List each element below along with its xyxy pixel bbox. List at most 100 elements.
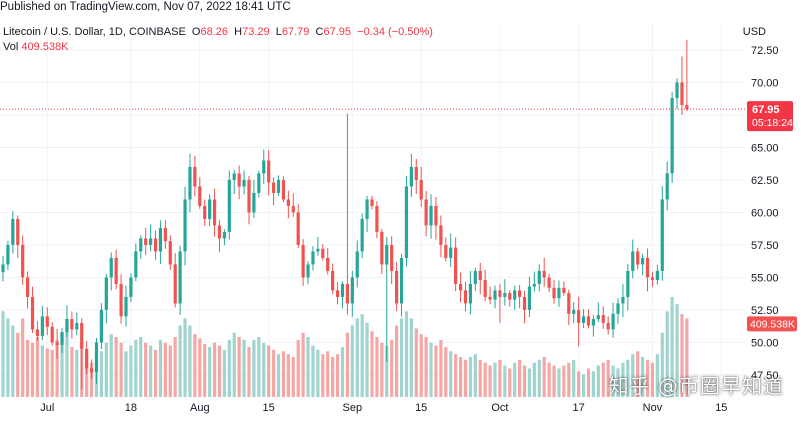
volume-bar — [473, 354, 477, 397]
candle-body — [473, 270, 477, 284]
candle-body — [532, 283, 536, 287]
candle — [596, 302, 600, 322]
volume-label[interactable]: Vol — [3, 41, 19, 53]
candle — [380, 228, 384, 275]
candle-body — [636, 251, 640, 265]
candle — [395, 262, 399, 311]
volume-bar — [45, 348, 49, 397]
candle — [144, 227, 148, 256]
volume-bar — [1, 311, 5, 397]
volume-bar — [286, 354, 290, 397]
volume-bar — [345, 332, 349, 397]
candle — [355, 240, 359, 288]
volume-bar — [508, 368, 512, 397]
candle — [488, 286, 492, 305]
candle-body — [6, 244, 10, 265]
candle — [134, 243, 138, 282]
grid — [0, 24, 746, 397]
candle — [527, 276, 532, 318]
volume-bar — [188, 325, 192, 397]
time-tick-label: Sep — [343, 402, 363, 414]
price-axis[interactable]: 47.50 50.00 52.50 55.00 57.50 60.00 62.50 65.00… — [747, 45, 797, 382]
volume-bar — [272, 349, 276, 397]
candle — [80, 318, 84, 390]
price-tick-label: 62.50 — [751, 175, 779, 187]
candle-body — [153, 238, 158, 252]
candle-body — [149, 238, 153, 245]
candle — [70, 311, 74, 339]
candle — [665, 161, 669, 211]
candle-body — [45, 316, 49, 327]
candle-body — [350, 277, 354, 304]
candle — [468, 271, 472, 315]
candle-body — [581, 316, 586, 323]
volume-bar — [227, 339, 231, 397]
candle — [424, 191, 428, 237]
candle-body — [488, 296, 492, 300]
volume-bar — [193, 334, 197, 397]
price-tick-label: 70.00 — [751, 77, 779, 89]
volume-bar — [586, 368, 591, 397]
candle — [404, 176, 409, 267]
candle-body — [40, 316, 44, 336]
candle — [60, 328, 64, 353]
volume-bar — [537, 359, 541, 397]
time-tick-label: Jul — [40, 402, 54, 414]
time-tick-label: Oct — [491, 402, 508, 414]
candle-body — [498, 290, 502, 297]
candle — [581, 309, 586, 329]
candle-body — [296, 212, 300, 245]
candle-body — [114, 257, 118, 284]
candle — [306, 261, 310, 285]
candle — [660, 186, 664, 281]
volume-bar — [267, 345, 271, 397]
volume-bar — [99, 351, 103, 397]
symbol-name[interactable]: Litecoin / U.S. Dollar, 1D, COINBASE — [3, 26, 186, 38]
currency-label[interactable]: USD — [742, 26, 766, 38]
candle-body — [247, 179, 251, 213]
candle — [193, 155, 197, 197]
last-price-badge-bg — [747, 101, 793, 132]
candle — [94, 338, 99, 384]
candle — [439, 215, 443, 258]
volume-bar — [212, 342, 217, 397]
candle-body — [75, 322, 79, 330]
candle — [685, 39, 689, 112]
candle — [168, 235, 172, 270]
candle-body — [16, 218, 20, 245]
volume-bar — [577, 371, 581, 397]
volume-bar — [247, 347, 251, 397]
volume-bar — [547, 362, 551, 397]
candle-body — [454, 247, 458, 284]
candle-body — [1, 264, 5, 273]
price-change: −0.34 (−0.50%) — [357, 26, 433, 38]
candle — [385, 237, 389, 362]
volume-bar — [645, 359, 650, 397]
ohlc-low: L67.79 — [275, 26, 310, 38]
candle — [6, 240, 10, 270]
candle-body — [463, 290, 468, 304]
volume-bar — [636, 351, 640, 397]
volume-bar — [675, 304, 679, 397]
candle-body — [385, 244, 389, 265]
volume-bar — [109, 334, 113, 397]
candle-body — [439, 225, 443, 245]
volume-bar — [513, 362, 517, 397]
ohlc-close: C67.95 — [315, 26, 352, 38]
price-tick-label: 60.00 — [751, 207, 779, 219]
volume-bar — [331, 357, 335, 397]
candle-body — [331, 270, 335, 291]
candle-body — [444, 244, 448, 258]
volume-bar — [242, 339, 246, 397]
candle — [85, 341, 89, 374]
candle-body — [375, 205, 379, 232]
candle-body — [237, 173, 241, 187]
candle-body — [193, 166, 197, 187]
price-tick-label: 50.00 — [751, 337, 779, 349]
candle — [350, 270, 354, 317]
volume-bar — [311, 345, 315, 397]
candle — [365, 195, 369, 232]
time-axis[interactable]: Jul 18 Aug 15 Sep 15 Oct 17 Nov 15 — [40, 402, 727, 414]
volume-bar — [562, 365, 566, 397]
